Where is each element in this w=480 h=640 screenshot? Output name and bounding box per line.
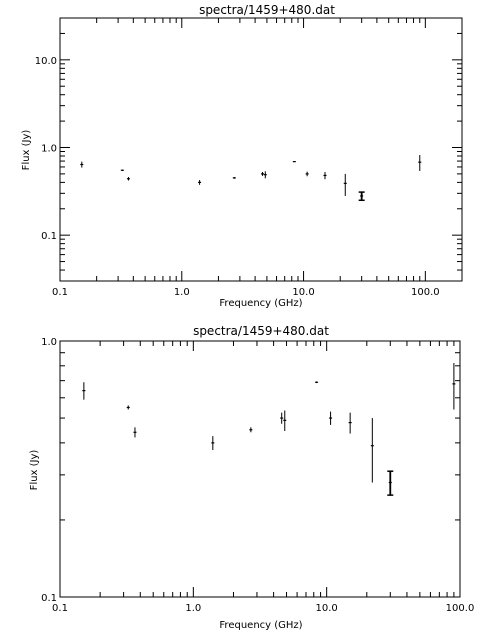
data-point (348, 412, 352, 434)
data-point (120, 169, 124, 171)
chart-top-tick-labels: 0.1 1.0 10.0 100.0 0.1 1.0 10.0 (35, 56, 440, 298)
x-tick-label: 10.0 (292, 287, 314, 298)
data-point (126, 405, 130, 410)
y-tick-label: 0.1 (41, 593, 57, 604)
data-point (82, 382, 86, 400)
data-point (249, 427, 253, 433)
data-point (323, 172, 327, 180)
x-tick-label: 1.0 (174, 287, 190, 298)
data-point (280, 412, 284, 424)
chart-bottom-xlabel: Frequency (GHz) (219, 620, 302, 631)
data-point (126, 177, 130, 181)
data-point (329, 411, 333, 425)
y-tick-label: 1.0 (41, 337, 57, 348)
data-point (198, 180, 202, 185)
chart-bottom-ticks (59, 340, 461, 598)
x-tick-label: 0.1 (52, 603, 68, 614)
y-tick-label: 10.0 (35, 56, 57, 67)
data-point (283, 410, 287, 432)
data-point (343, 173, 347, 196)
chart-top-title: spectra/1459+480.dat (199, 3, 335, 17)
data-point (452, 363, 456, 410)
chart-bottom-ylabel: Flux (Jy) (29, 450, 40, 491)
y-tick-label: 1.0 (41, 143, 57, 154)
chart-top: spectra/1459+480.dat 0.1 1.0 10.0 100.0 0.1 1… (21, 3, 463, 309)
chart-top-ticks (59, 17, 463, 282)
y-tick-label: 0.1 (41, 231, 57, 242)
data-point (133, 427, 137, 438)
x-tick-label: 100.0 (446, 603, 475, 614)
data-point (80, 161, 84, 168)
chart-bottom-points (82, 363, 456, 496)
chart-top-frame (59, 17, 463, 282)
x-tick-label: 0.1 (52, 287, 68, 298)
chart-bottom: spectra/1459+480.dat 0.1 1.0 10.0 100.0 0.1 1… (29, 324, 474, 631)
x-tick-label: 100.0 (411, 287, 440, 298)
data-point (263, 171, 267, 179)
data-point (211, 436, 215, 451)
data-point (370, 418, 374, 483)
data-point (315, 381, 319, 384)
data-point (418, 155, 422, 171)
data-point (232, 177, 236, 179)
data-point (305, 171, 309, 177)
chart-top-xlabel: Frequency (GHz) (219, 298, 302, 309)
x-tick-label: 1.0 (185, 603, 201, 614)
data-point (292, 161, 296, 163)
chart-bottom-title: spectra/1459+480.dat (193, 324, 329, 338)
x-tick-label: 10.0 (316, 603, 338, 614)
chart-top-ylabel: Flux (Jy) (21, 130, 32, 171)
chart-bottom-frame (59, 340, 461, 598)
data-point (358, 191, 365, 202)
data-point (260, 172, 264, 176)
chart-top-points (80, 155, 422, 202)
data-point (387, 470, 394, 496)
chart-bottom-tick-labels: 0.1 1.0 10.0 100.0 0.1 1.0 (41, 337, 474, 614)
